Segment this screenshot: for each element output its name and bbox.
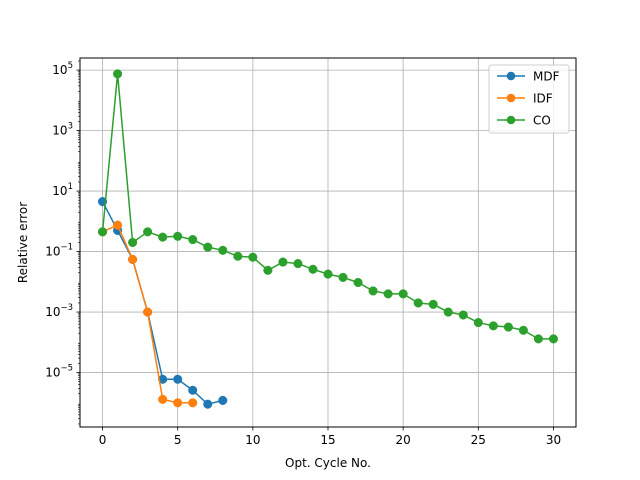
data-point-co (353, 277, 363, 288)
y-tick-label-exponent: −3 (60, 303, 73, 313)
grid-layer (80, 58, 576, 427)
data-point-co (173, 231, 183, 241)
x-axis-label: Opt. Cycle No. (285, 456, 371, 470)
data-point-co (398, 289, 408, 299)
data-point-co (518, 325, 528, 335)
y-tick-label: 10−1 (45, 243, 73, 259)
data-point-idf (158, 394, 168, 404)
data-point-co (128, 237, 138, 248)
data-point-co (488, 321, 498, 331)
data-point-co (533, 334, 543, 344)
legend-swatch-marker-co (506, 115, 516, 125)
data-point-co (233, 251, 243, 261)
series-layer (97, 69, 559, 409)
data-point-idf (113, 220, 123, 230)
y-tick-label: 101 (52, 182, 73, 198)
legend-box (488, 64, 570, 134)
data-point-co (503, 322, 513, 332)
data-point-idf (143, 307, 153, 317)
data-point-co (473, 318, 483, 328)
data-point-co (443, 307, 453, 317)
legend-swatch-marker-idf (506, 93, 516, 103)
data-point-co (413, 298, 423, 308)
data-point-idf (128, 254, 138, 264)
data-point-co (143, 227, 153, 237)
legend: MDF IDF CO (488, 64, 570, 134)
y-tick-label: 105 (52, 61, 73, 77)
series-co (97, 69, 559, 344)
data-point-mdf (188, 385, 198, 395)
data-point-co (338, 272, 348, 282)
data-point-mdf (158, 374, 168, 384)
data-point-co (383, 289, 393, 299)
data-point-idf (173, 398, 183, 408)
data-point-co (248, 252, 258, 262)
legend-label-mdf: MDF (533, 70, 560, 84)
y-tick-label: 10−3 (45, 303, 73, 319)
data-point-mdf (173, 374, 183, 384)
y-tick-label-exponent: 1 (68, 182, 73, 192)
y-tick-label-exponent: −5 (60, 364, 73, 374)
y-tick-label-exponent: −1 (60, 243, 73, 253)
y-tick-label-base: 10 (45, 366, 60, 380)
x-tick-label: 30 (546, 433, 561, 447)
y-tick-label-base: 10 (52, 184, 67, 198)
data-point-co (218, 245, 228, 255)
y-tick-label-exponent: 5 (68, 61, 73, 71)
y-tick-label-base: 10 (45, 305, 60, 319)
data-point-co (97, 227, 108, 237)
x-tick-label: 10 (245, 433, 260, 447)
data-point-co (323, 269, 333, 279)
x-tick-label: 5 (174, 433, 182, 447)
data-point-co (203, 242, 213, 252)
data-point-co (293, 259, 303, 269)
y-tick-label: 10−5 (45, 364, 73, 380)
legend-label-idf: IDF (533, 92, 553, 106)
y-tick-label-base: 10 (52, 63, 67, 77)
data-point-idf (188, 398, 198, 408)
y-tick-label-exponent: 3 (68, 122, 73, 132)
data-point-co (263, 265, 273, 275)
y-tick-label: 103 (52, 122, 73, 138)
data-point-mdf (218, 395, 228, 405)
legend-label-co: CO (533, 114, 551, 128)
data-point-co (278, 257, 288, 267)
data-point-co (188, 234, 198, 245)
data-point-co (158, 232, 168, 242)
y-tick-label-base: 10 (52, 124, 67, 138)
x-tick-label: 15 (320, 433, 335, 447)
x-tick-label: 20 (396, 433, 411, 447)
data-point-co (428, 299, 438, 309)
x-tick-label: 25 (471, 433, 486, 447)
data-point-co (368, 286, 378, 296)
data-point-co (308, 264, 318, 274)
data-point-co (548, 334, 559, 344)
data-point-co (113, 69, 123, 79)
y-tick-label-base: 10 (45, 245, 60, 259)
data-point-mdf (203, 399, 213, 409)
y-axis-label: Relative error (16, 202, 30, 283)
legend-swatch-marker-mdf (506, 71, 516, 81)
x-tick-label: 0 (99, 433, 107, 447)
data-point-co (458, 310, 468, 320)
